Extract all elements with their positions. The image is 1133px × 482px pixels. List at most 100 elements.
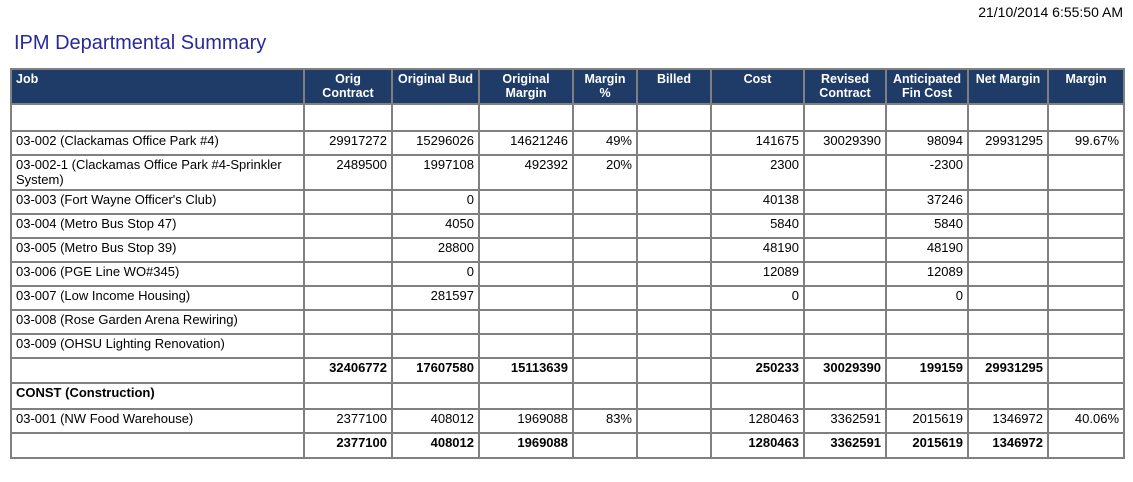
table-cell (967, 261, 1049, 287)
table-row: 03-006 (PGE Line WO#345) 0 12089 12089 (10, 261, 1125, 287)
table-cell: 2300 (710, 154, 805, 191)
table-cell: 03-007 (Low Income Housing) (10, 285, 305, 311)
table-cell: 03-002 (Clackamas Office Park #4) (10, 130, 305, 156)
table-cell (967, 333, 1049, 359)
table-cell (478, 261, 574, 287)
table-cell: 12089 (885, 261, 969, 287)
table-cell: 03-001 (NW Food Warehouse) (10, 408, 305, 434)
column-header: Cost (710, 68, 805, 105)
table-cell (303, 237, 393, 263)
table-cell: 17607580 (391, 357, 480, 384)
table-row: 03-007 (Low Income Housing) 281597 0 0 (10, 285, 1125, 311)
table-cell (636, 408, 712, 434)
table-cell: 20% (572, 154, 638, 191)
table-cell: 492392 (478, 154, 574, 191)
table-cell (803, 309, 887, 335)
table-cell (885, 382, 969, 410)
table-cell (710, 382, 805, 410)
table-cell (1047, 189, 1125, 215)
table-cell: 1969088 (478, 432, 574, 459)
table-cell (303, 333, 393, 359)
table-cell (967, 189, 1049, 215)
table-cell (885, 103, 969, 132)
table-cell (803, 333, 887, 359)
table-cell: 99.67% (1047, 130, 1125, 156)
table-cell (803, 261, 887, 287)
table-cell: 4050 (391, 213, 480, 239)
table-cell (478, 309, 574, 335)
table-cell: 5840 (710, 213, 805, 239)
table-cell: 03-004 (Metro Bus Stop 47) (10, 213, 305, 239)
table-row: 03-008 (Rose Garden Arena Rewiring) (10, 309, 1125, 335)
table-cell (803, 237, 887, 263)
table-cell: 29931295 (967, 130, 1049, 156)
table-cell (478, 382, 574, 410)
table-cell (1047, 103, 1125, 132)
table-cell: 83% (572, 408, 638, 434)
table-cell (967, 382, 1049, 410)
table-cell (710, 103, 805, 132)
table-cell: 5840 (885, 213, 969, 239)
column-header: Margin % (572, 68, 638, 105)
table-cell (478, 189, 574, 215)
table-cell (636, 130, 712, 156)
table-cell (1047, 154, 1125, 191)
table-cell: 3362591 (803, 408, 887, 434)
table-cell: 03-003 (Fort Wayne Officer's Club) (10, 189, 305, 215)
column-header: Net Margin (967, 68, 1049, 105)
table-row: 03-002-1 (Clackamas Office Park #4-Sprin… (10, 154, 1125, 191)
table-cell: 1280463 (710, 432, 805, 459)
table-row: 03-004 (Metro Bus Stop 47) 4050 5840 5840 (10, 213, 1125, 239)
table-cell: 408012 (391, 408, 480, 434)
table-cell: 15296026 (391, 130, 480, 156)
column-header: Original Margin (478, 68, 574, 105)
table-row (10, 103, 1125, 132)
table-cell (478, 213, 574, 239)
table-row: 03-003 (Fort Wayne Officer's Club) 0 40138… (10, 189, 1125, 215)
table-cell: 37246 (885, 189, 969, 215)
table-cell (967, 285, 1049, 311)
table-cell: 3362591 (803, 432, 887, 459)
table-cell (303, 285, 393, 311)
table-cell: CONST (Construction) (10, 382, 305, 410)
table-cell (303, 103, 393, 132)
table-cell (636, 103, 712, 132)
table-cell: 03-002-1 (Clackamas Office Park #4-Sprin… (10, 154, 305, 191)
table-cell (636, 432, 712, 459)
table-cell: 98094 (885, 130, 969, 156)
table-cell (572, 309, 638, 335)
table-cell (1047, 382, 1125, 410)
table-cell (636, 309, 712, 335)
report-timestamp: 21/10/2014 6:55:50 AM (978, 4, 1123, 20)
table-cell: 2377100 (303, 432, 393, 459)
table-cell: 15113639 (478, 357, 574, 384)
table-cell (391, 103, 480, 132)
table-cell (1047, 333, 1125, 359)
table-cell: 141675 (710, 130, 805, 156)
table-cell (636, 261, 712, 287)
table-cell (391, 382, 480, 410)
table-cell (967, 309, 1049, 335)
table-cell (1047, 237, 1125, 263)
table-cell (967, 154, 1049, 191)
table-cell: 0 (391, 189, 480, 215)
table-cell (478, 237, 574, 263)
table-cell (572, 357, 638, 384)
table-cell (572, 213, 638, 239)
column-header: Billed (636, 68, 712, 105)
table-cell (803, 213, 887, 239)
table-cell (1047, 309, 1125, 335)
table-cell (572, 333, 638, 359)
table-cell (885, 309, 969, 335)
table-row: 32406772 17607580 15113639 250233 30029390 19… (10, 357, 1125, 384)
column-header: Anticipated Fin Cost (885, 68, 969, 105)
table-cell: 30029390 (803, 357, 887, 384)
table-cell (967, 103, 1049, 132)
table-cell: 40.06% (1047, 408, 1125, 434)
table-cell: 1346972 (967, 408, 1049, 434)
table-cell (478, 285, 574, 311)
table-cell (10, 432, 305, 459)
table-cell: 12089 (710, 261, 805, 287)
table-cell (572, 285, 638, 311)
